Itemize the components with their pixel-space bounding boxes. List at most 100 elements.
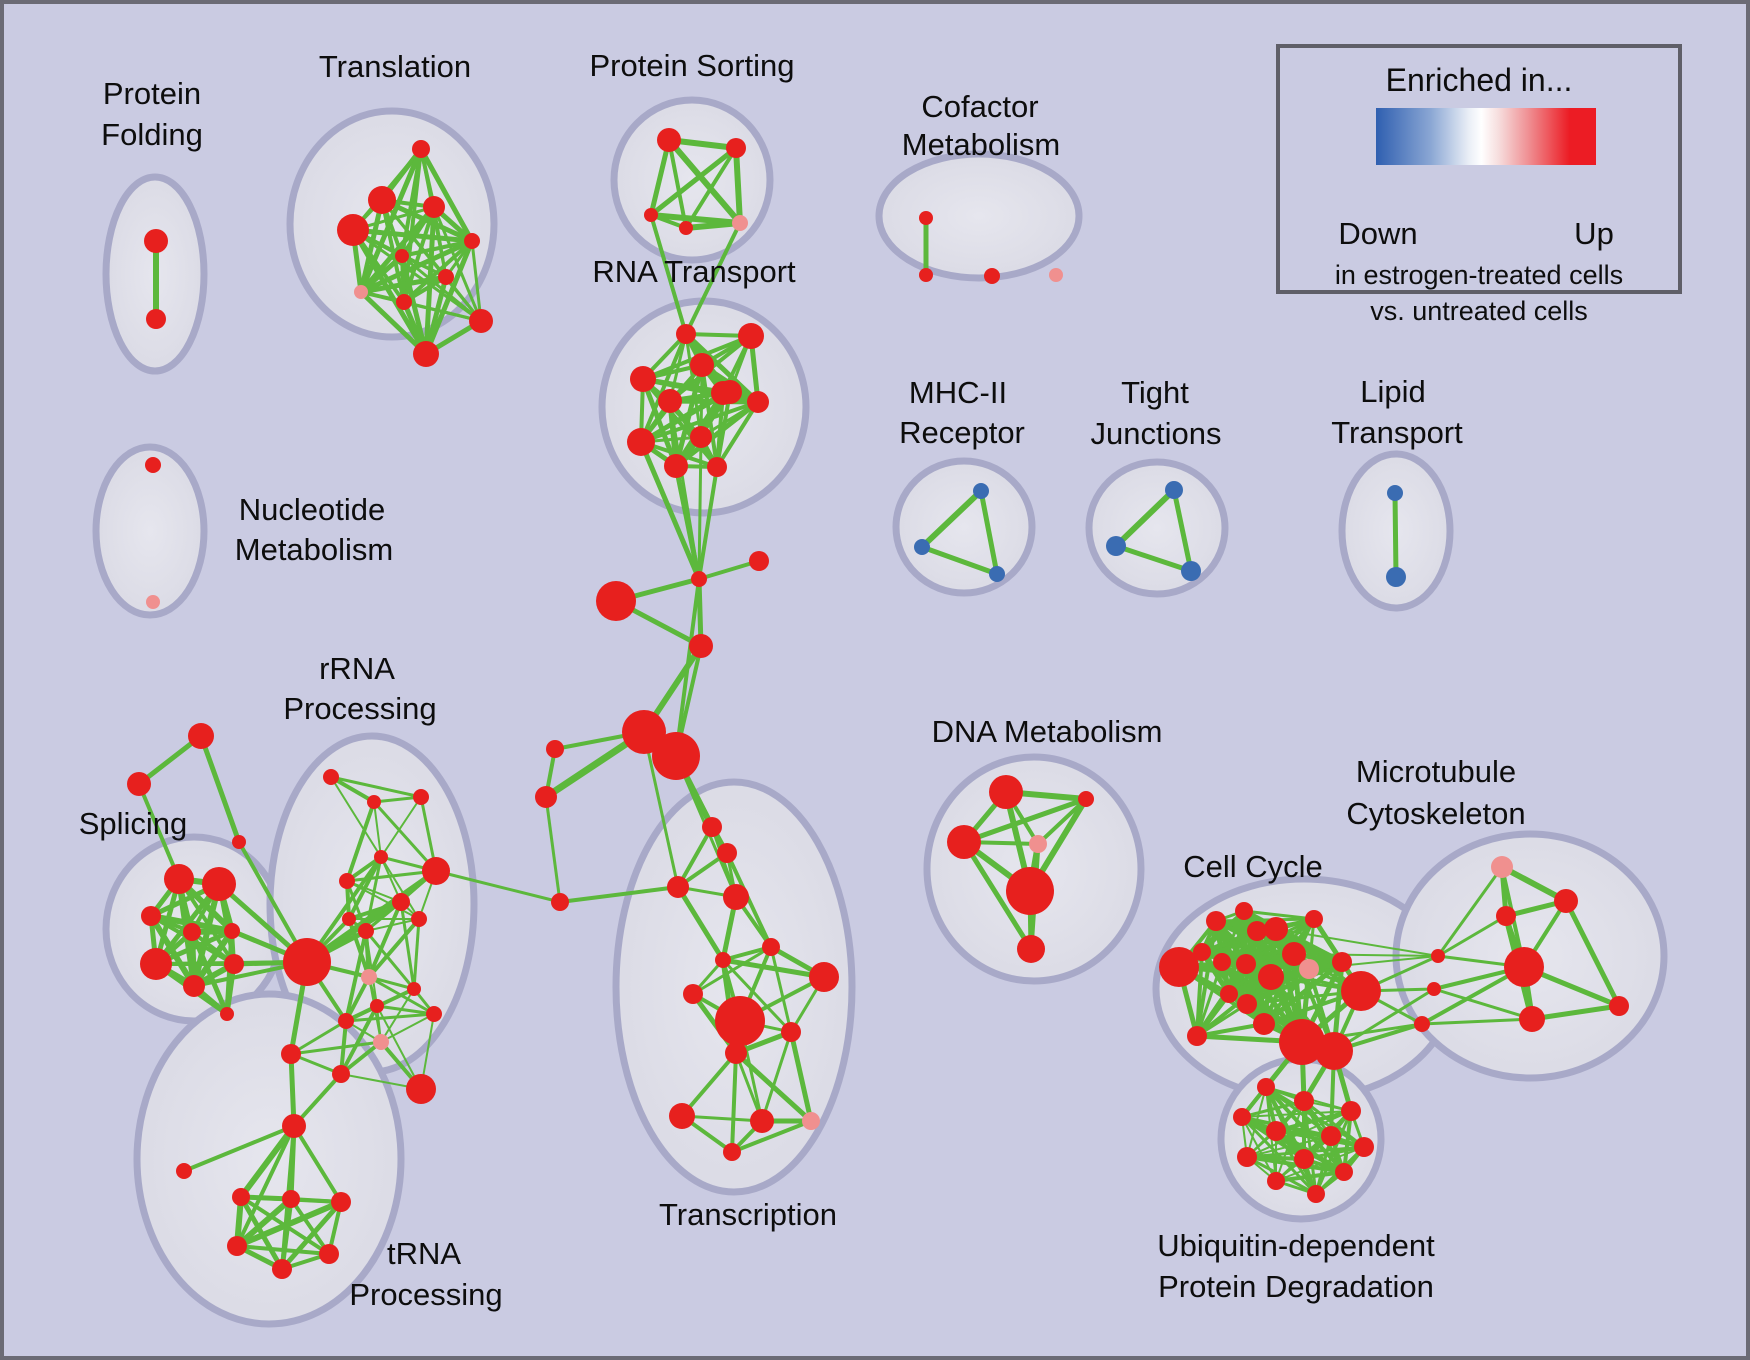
- enrichment-edge: [358, 289, 429, 357]
- enrichment-edge: [329, 775, 423, 799]
- enrichment-edge: [358, 253, 405, 295]
- gene-set-node: [551, 893, 569, 911]
- gene-set-node: [1321, 1126, 1341, 1146]
- cluster-ellipse-tight-junctions: [1085, 458, 1229, 598]
- gene-set-node: [1354, 1137, 1374, 1157]
- gene-set-node: [319, 1244, 339, 1264]
- cluster-label-dna-metabolism: DNA Metabolism: [932, 714, 1163, 749]
- enrichment-edge: [289, 1040, 383, 1056]
- gene-set-node: [232, 835, 246, 849]
- enrichment-edge: [1302, 1099, 1318, 1196]
- gene-set-node: [464, 233, 480, 249]
- gene-set-node: [723, 884, 749, 910]
- gene-set-node: [282, 1190, 300, 1208]
- gene-set-node: [809, 962, 839, 992]
- gene-set-node: [1213, 953, 1231, 971]
- enrichment-edge: [279, 1199, 344, 1272]
- gene-set-node: [227, 1236, 247, 1256]
- gene-set-node: [146, 595, 160, 609]
- enrichment-edge: [234, 1196, 294, 1249]
- gene-set-node: [141, 906, 161, 926]
- enrichment-edge: [1227, 917, 1316, 996]
- gene-set-node: [1233, 1108, 1251, 1126]
- legend-subtitle-line2: vs. untreated cells: [1370, 296, 1588, 326]
- enrichment-edge: [1171, 487, 1194, 574]
- gene-set-node: [220, 1007, 234, 1021]
- enrichment-edge: [358, 204, 437, 295]
- cluster-label-protein-folding: Folding: [101, 117, 203, 152]
- enrichment-edge: [1432, 987, 1534, 1021]
- gene-set-node: [1187, 1026, 1207, 1046]
- gene-set-node: [723, 1143, 741, 1161]
- gene-set-node: [707, 457, 727, 477]
- enrichment-edge: [289, 1197, 331, 1256]
- enrichment-edge: [1275, 1110, 1352, 1182]
- gene-set-node: [738, 323, 764, 349]
- gene-set-node: [984, 268, 1000, 284]
- enrichment-edge: [697, 435, 703, 581]
- cluster-label-trna-processing: Processing: [349, 1277, 502, 1312]
- enrichment-edge: [292, 1124, 343, 1204]
- enrichment-edge: [400, 254, 448, 279]
- enrichment-edge: [1200, 950, 1296, 956]
- enrichment-edge: [402, 300, 483, 323]
- gene-set-node: [919, 268, 933, 282]
- gene-set-node: [690, 426, 712, 448]
- gene-set-node: [689, 634, 713, 658]
- gene-set-node: [272, 1259, 292, 1279]
- gene-set-node: [781, 1022, 801, 1042]
- enrichment-edge: [1392, 490, 1399, 580]
- gene-set-node: [1332, 952, 1352, 972]
- enrichment-edge: [668, 399, 701, 581]
- gene-set-node: [146, 309, 166, 329]
- gene-set-node: [1294, 1149, 1314, 1169]
- enrichment-edge: [136, 733, 204, 787]
- enrichment-edge: [350, 227, 475, 244]
- enrichment-edge: [1274, 1170, 1346, 1183]
- enrichment-edge: [1275, 1146, 1365, 1182]
- enrichment-edge: [1302, 1099, 1366, 1149]
- enrichment-edge: [399, 900, 416, 991]
- enrichment-edge: [1246, 1086, 1267, 1158]
- cluster-ellipse-nucleotide-metabolism: [92, 443, 208, 619]
- gene-set-node: [914, 539, 930, 555]
- enrichment-edge: [1499, 864, 1569, 904]
- enrichment-edge: [721, 958, 793, 1034]
- enrichment-edge: [380, 1013, 435, 1043]
- enrichment-edge: [344, 975, 371, 1023]
- enrichment-edge: [372, 800, 438, 873]
- gene-set-node: [973, 483, 989, 499]
- cluster-label-lipid-transport: Transport: [1331, 415, 1463, 450]
- gene-set-node: [411, 911, 427, 927]
- enrichment-edge: [329, 775, 376, 804]
- enrichment-edge: [432, 205, 483, 323]
- enrichment-edge: [680, 1051, 738, 1118]
- enrichment-edge: [919, 488, 984, 550]
- enrichment-edge: [1220, 917, 1316, 964]
- enrichment-edge: [423, 238, 475, 357]
- gene-set-node: [652, 732, 700, 780]
- gene-set-node: [1247, 921, 1267, 941]
- gene-set-node: [1236, 954, 1256, 974]
- gene-set-node: [342, 912, 356, 926]
- gene-set-node: [1504, 947, 1544, 987]
- gene-set-node: [1159, 947, 1199, 987]
- gene-set-node: [1496, 906, 1516, 926]
- gene-set-node: [1299, 959, 1319, 979]
- enrichment-edge: [339, 1004, 379, 1076]
- cluster-ellipse-cofactor-metabolism: [875, 150, 1083, 282]
- gene-set-node: [423, 196, 445, 218]
- enrichment-edge: [344, 1012, 436, 1023]
- gene-set-node: [702, 817, 722, 837]
- gene-set-node: [732, 215, 748, 231]
- gene-set-node: [1006, 867, 1054, 915]
- enrichment-edge: [1244, 917, 1316, 966]
- gene-set-node: [1253, 1013, 1275, 1035]
- enrichment-edge: [402, 275, 448, 304]
- enrichment-edge: [684, 221, 742, 336]
- gene-set-node: [1237, 994, 1257, 1014]
- gene-set-node: [232, 1188, 250, 1206]
- gene-set-node: [1257, 1078, 1275, 1096]
- cluster-label-rrna-processing: rRNA: [319, 651, 395, 686]
- gene-set-node: [396, 294, 412, 310]
